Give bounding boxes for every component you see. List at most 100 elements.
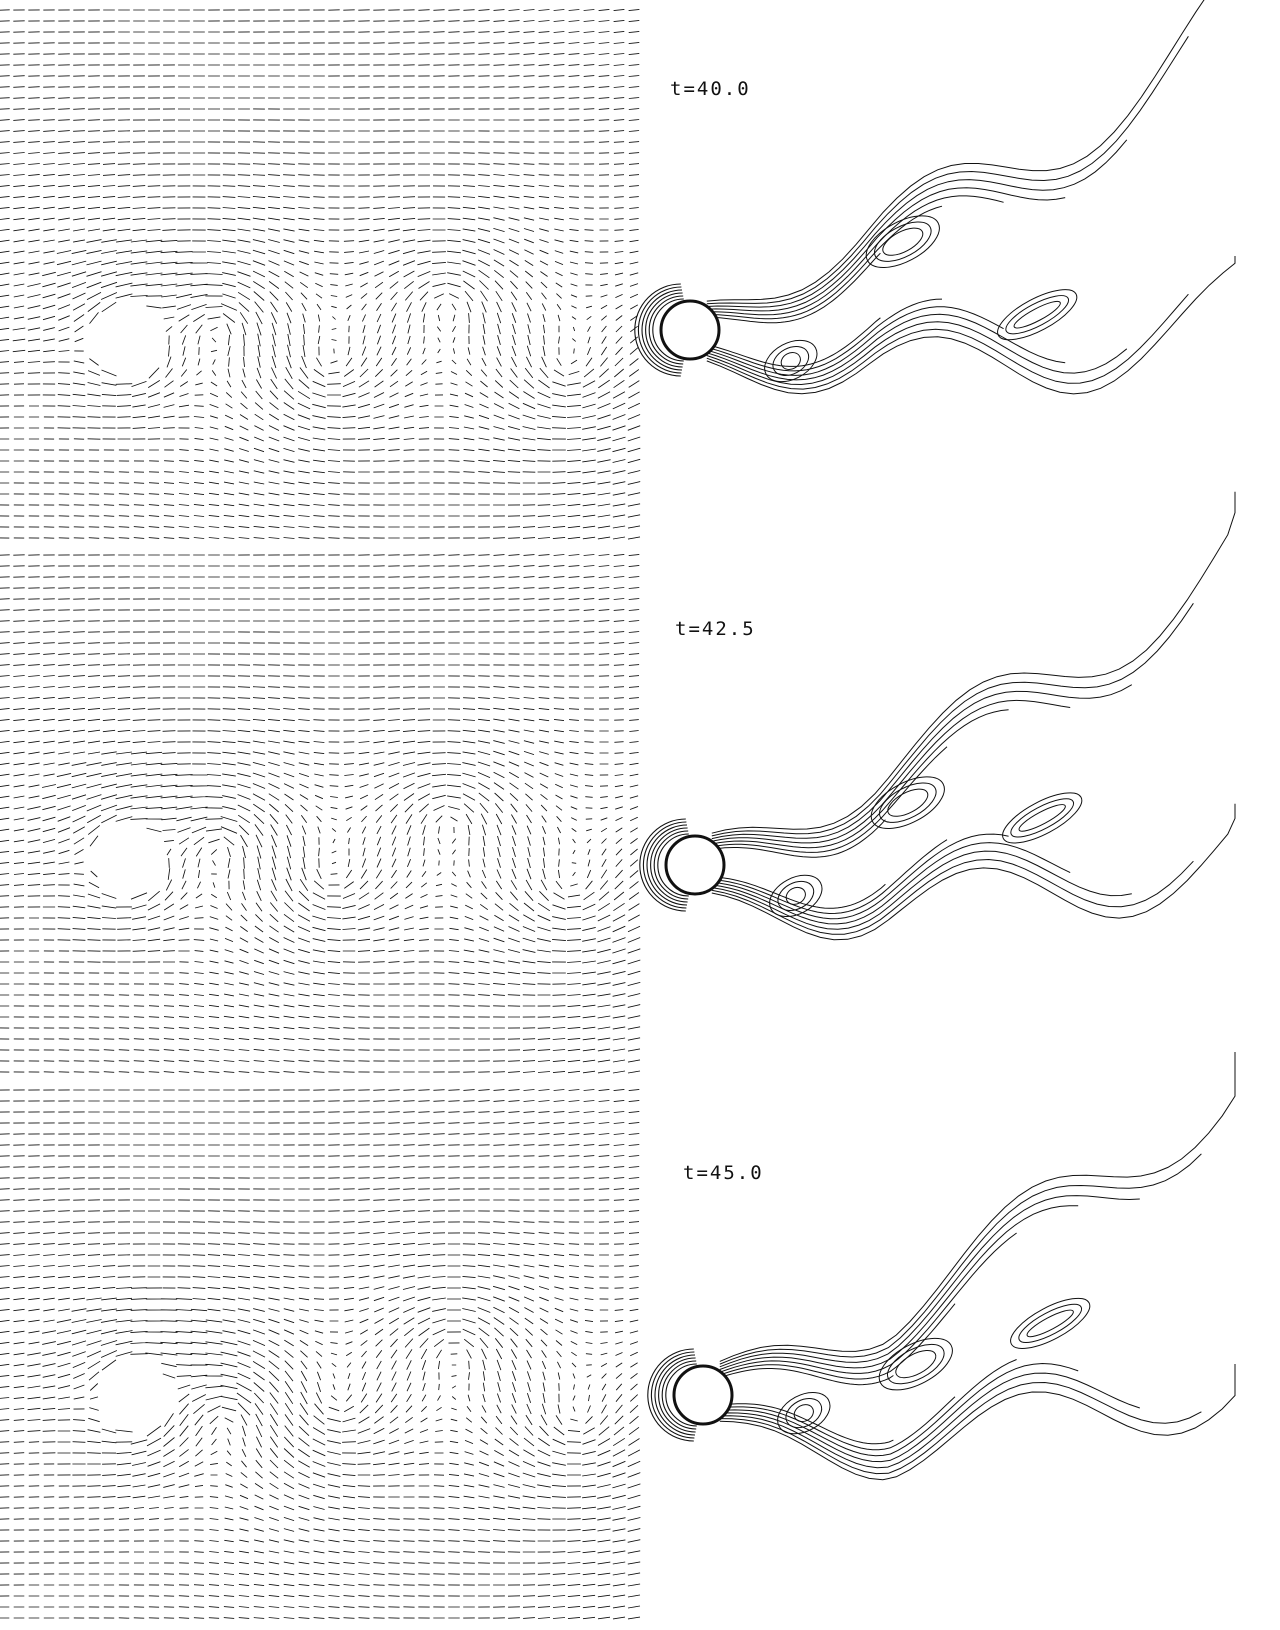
vortex-contour [764, 339, 818, 383]
contour-line [706, 256, 1236, 395]
cylinders [95, 299, 734, 1428]
time-label-2: t=42.5 [675, 618, 756, 640]
vortex-contour [997, 289, 1078, 341]
boundary-layer-contour [637, 286, 682, 374]
contour-line [711, 842, 1071, 925]
vortex-contour [777, 1391, 831, 1435]
vortex-contour [1010, 798, 1075, 838]
vortex-contour [887, 1343, 945, 1385]
contour-line [706, 298, 943, 372]
vortex-contour [870, 776, 945, 829]
boundary-layer-contour [645, 292, 683, 368]
boundary-layer-contour [634, 283, 681, 377]
contour-line [719, 1232, 1017, 1374]
velocity-field-3 [0, 1088, 641, 1620]
velocity-vector-fields [0, 8, 641, 1620]
time-label-3: t=45.0 [683, 1162, 764, 1184]
boundary-layer-contour [658, 1357, 696, 1433]
contour-line [719, 1362, 1079, 1463]
vortex-contour [895, 1350, 937, 1379]
vortex-contour [793, 1404, 814, 1423]
boundary-layer-contour [641, 289, 683, 371]
boundary-layer-contour [646, 824, 688, 906]
vortex-contour [887, 788, 929, 817]
vortex-contour [785, 886, 806, 905]
contour-line [706, 252, 881, 324]
contour-line [706, 195, 1004, 316]
contour-line [719, 1052, 1236, 1362]
vortex-contour [1013, 300, 1061, 329]
boundary-layer-contour [650, 827, 688, 903]
contour-plot-3 [647, 1052, 1236, 1481]
contour-line [711, 491, 1236, 834]
contour-line [706, 313, 1066, 381]
contour-line [706, 0, 1205, 302]
boundary-layer-contour [654, 1354, 696, 1436]
contour-line [711, 699, 1071, 844]
cylinder-vector-2 [97, 827, 163, 893]
contour-line [711, 684, 1133, 840]
cylinder-contour-2 [664, 834, 726, 896]
cylinder-vector-1 [95, 307, 161, 373]
boundary-layer-contour [648, 295, 684, 365]
vortex-contour [878, 1337, 953, 1391]
contour-line [719, 1381, 1202, 1475]
boundary-layer-contour [652, 298, 684, 362]
boundary-layer-contour [657, 833, 689, 897]
vortex-contour [772, 345, 810, 377]
contour-line [711, 876, 886, 909]
vortex-contour [865, 215, 940, 268]
contour-line [711, 858, 1194, 935]
vorticity-contour-plots [634, 0, 1236, 1481]
vortex-contour [1010, 1297, 1091, 1349]
vortex-contour [769, 874, 823, 918]
boundary-layer-contour [665, 1363, 697, 1427]
contour-line [719, 1195, 1140, 1368]
velocity-field-1 [0, 8, 641, 540]
contour-plot-2 [639, 491, 1236, 941]
time-label-1: t=40.0 [670, 78, 751, 100]
contour-line [706, 205, 943, 320]
vortex-contour [882, 227, 924, 256]
cylinder-vector-3 [102, 1362, 168, 1428]
vortex-contour [780, 352, 801, 370]
contour-line [706, 306, 1004, 376]
contour-line [711, 839, 948, 915]
boundary-layer-contour [653, 830, 689, 900]
contour-line [719, 1153, 1202, 1365]
contour-line [719, 1368, 894, 1386]
contour-line [711, 709, 1009, 849]
vortex-contour [1026, 1309, 1074, 1338]
vortex-contour [874, 221, 932, 262]
contour-line [706, 187, 1066, 312]
contour-line [711, 833, 1009, 920]
contour-line [719, 1403, 894, 1445]
vortex-contour [785, 1398, 823, 1429]
contour-line [711, 819, 886, 858]
boundary-layer-contour [661, 1360, 697, 1430]
contour-line [706, 36, 1189, 305]
contour-plot-1 [634, 0, 1236, 395]
velocity-field-2 [0, 553, 641, 1074]
contour-line [706, 293, 1189, 390]
boundary-layer-contour [639, 818, 686, 912]
vector-arrows-3 [0, 1088, 641, 1620]
contour-line [719, 1372, 1140, 1469]
contour-line [711, 803, 1236, 941]
vortex-contour [777, 880, 815, 911]
boundary-layer-contour [647, 1348, 694, 1442]
vortex-contour [879, 782, 937, 823]
cylinder-contour-1 [659, 299, 721, 361]
contour-line [719, 1205, 1079, 1370]
vortex-contour [1018, 804, 1066, 832]
contour-line [706, 317, 881, 367]
vortex-contour [1005, 295, 1070, 335]
contour-line [711, 746, 948, 853]
vortex-contour [1002, 792, 1083, 844]
contour-line [706, 321, 1128, 386]
contour-line [706, 139, 1128, 308]
vector-arrows-2 [0, 553, 641, 1074]
contour-line [719, 1303, 956, 1380]
contour-line [719, 1359, 1017, 1457]
